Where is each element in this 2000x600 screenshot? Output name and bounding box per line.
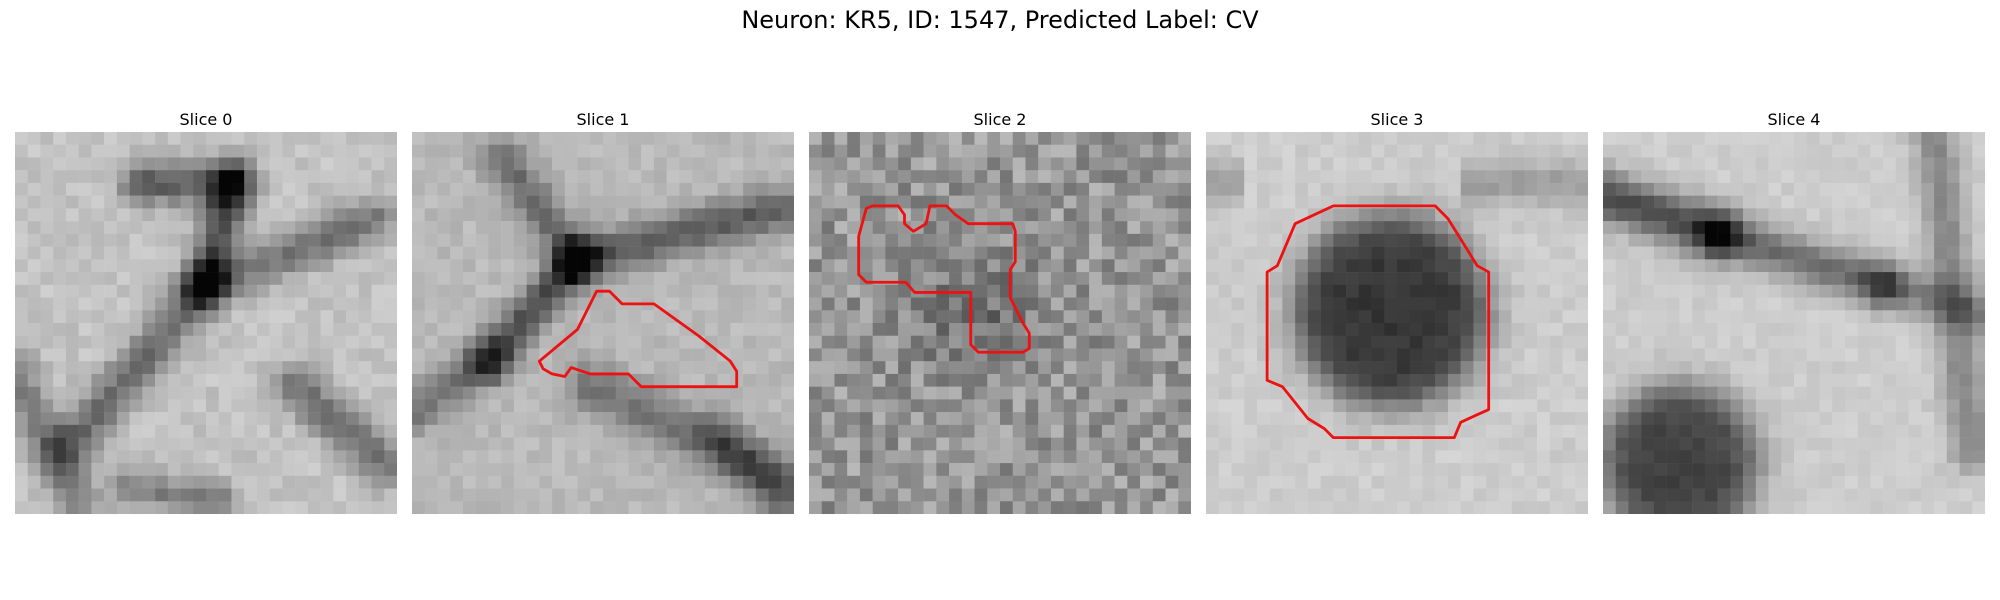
slice-image: [15, 132, 397, 514]
cell-contour: [1265, 204, 1491, 440]
slice-title: Slice 0: [179, 110, 233, 129]
slice-panel: Slice 1: [412, 110, 794, 514]
figure-title: Neuron: KR5, ID: 1547, Predicted Label: …: [741, 6, 1259, 34]
slice-title: Slice 4: [1767, 110, 1821, 129]
slice-image: [1603, 132, 1985, 514]
slice-panel: Slice 3: [1206, 110, 1588, 514]
slice-image: [1206, 132, 1588, 514]
slice-image: [412, 132, 794, 514]
slice-title: Slice 3: [1370, 110, 1424, 129]
slice-panel: Slice 2: [809, 110, 1191, 514]
slice-panel: Slice 4: [1603, 110, 1985, 514]
slice-title: Slice 1: [576, 110, 630, 129]
cell-contour: [537, 289, 739, 389]
slice-panel: Slice 0: [15, 110, 397, 514]
cell-contour: [857, 204, 1031, 354]
slice-title: Slice 2: [973, 110, 1027, 129]
slice-image: [809, 132, 1191, 514]
